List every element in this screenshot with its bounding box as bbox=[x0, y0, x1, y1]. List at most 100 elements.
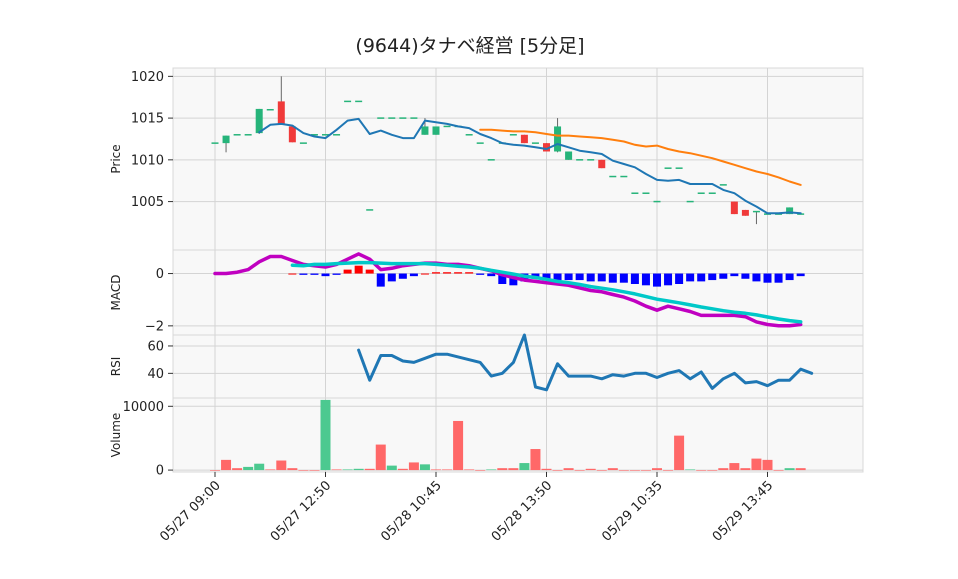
candle-body-23 bbox=[465, 134, 473, 136]
macd-hist-bar-32 bbox=[564, 273, 573, 281]
candle-body-37 bbox=[620, 175, 628, 178]
volume-bar-31 bbox=[552, 470, 563, 471]
volume-bar-11 bbox=[331, 469, 342, 471]
price-axis-label: Price bbox=[109, 144, 123, 173]
sma-short-line bbox=[258, 117, 802, 215]
macd-hist-bar-19 bbox=[420, 273, 429, 275]
candle-body-31 bbox=[554, 126, 562, 152]
volume-bar-5 bbox=[265, 469, 276, 471]
volume-bar-17 bbox=[397, 468, 408, 471]
candle-body-38 bbox=[631, 192, 639, 194]
candle-body-0 bbox=[211, 142, 219, 144]
macd-hist-bar-9 bbox=[310, 273, 319, 275]
macd-hist-bar-10 bbox=[321, 273, 330, 277]
volume-bar-47 bbox=[729, 463, 740, 471]
volume-bar-28 bbox=[519, 463, 530, 471]
candle-body-45 bbox=[708, 192, 716, 194]
macd-hist-bar-17 bbox=[398, 273, 407, 279]
price-ytick-label-1: 1010 bbox=[131, 153, 164, 168]
candle-body-41 bbox=[664, 167, 672, 169]
xtick-label-0: 05/27 09:00 bbox=[157, 478, 224, 545]
volume-bar-36 bbox=[607, 468, 618, 471]
candle-body-8 bbox=[299, 142, 307, 144]
volume-bar-19 bbox=[419, 464, 430, 471]
macd-hist-bar-53 bbox=[796, 273, 805, 277]
sma-long-line bbox=[479, 128, 802, 186]
volume-bar-45 bbox=[707, 470, 718, 471]
macd-hist-bar-20 bbox=[432, 272, 440, 274]
macd-hist-bar-31 bbox=[553, 273, 562, 281]
volume-bar-16 bbox=[386, 465, 397, 471]
candle-body-43 bbox=[686, 200, 694, 203]
macd-hist-bar-35 bbox=[597, 273, 606, 282]
macd-ytick-label-0: −2 bbox=[145, 319, 164, 334]
macd-hist-bar-16 bbox=[387, 273, 396, 282]
macd-hist-bar-39 bbox=[641, 273, 650, 286]
macd-hist-bar-12 bbox=[343, 269, 352, 274]
volume-bar-2 bbox=[232, 468, 243, 471]
volume-bar-41 bbox=[663, 470, 674, 471]
macd-hist-bar-50 bbox=[763, 273, 772, 283]
volume-bar-49 bbox=[751, 458, 762, 471]
macd-ytick-label-1: 0 bbox=[156, 267, 164, 282]
candle-body-28 bbox=[520, 134, 528, 144]
macd-hist-bar-40 bbox=[653, 273, 661, 287]
rsi-panel: 40 60 RSI bbox=[109, 333, 864, 399]
xtick-label-2: 05/28 10:45 bbox=[378, 478, 445, 545]
candle-body-21 bbox=[443, 125, 451, 128]
macd-hist-bar-48 bbox=[741, 273, 750, 279]
volume-bar-38 bbox=[629, 470, 640, 471]
volume-bar-43 bbox=[685, 469, 696, 471]
candle-body-52 bbox=[786, 207, 794, 215]
candle-body-47 bbox=[730, 201, 738, 215]
candle-body-34 bbox=[587, 159, 595, 161]
macd-hist-bar-46 bbox=[719, 273, 728, 279]
volume-bar-7 bbox=[287, 468, 298, 471]
macd-hist-bar-51 bbox=[774, 273, 783, 283]
candle-body-2 bbox=[233, 134, 241, 136]
volume-bar-32 bbox=[563, 468, 574, 471]
macd-hist-bar-18 bbox=[409, 273, 418, 277]
macd-hist-bar-33 bbox=[575, 273, 584, 281]
macd-hist-bar-49 bbox=[752, 273, 761, 282]
candle-body-7 bbox=[288, 126, 296, 143]
candle-body-19 bbox=[421, 126, 429, 135]
volume-bar-15 bbox=[375, 444, 386, 471]
volume-bar-14 bbox=[364, 468, 375, 471]
price-ytick-label-2: 1015 bbox=[131, 112, 164, 127]
macd-hist-bar-42 bbox=[675, 273, 684, 284]
price-panel-background bbox=[172, 67, 864, 251]
candle-body-3 bbox=[244, 134, 252, 136]
macd-panel: −2 0 MACD bbox=[109, 249, 864, 336]
macd-hist-bar-23 bbox=[465, 272, 474, 274]
price-ytick-label-0: 1005 bbox=[131, 195, 164, 210]
xtick-label-4: 05/29 10:35 bbox=[599, 478, 666, 545]
volume-bar-27 bbox=[508, 468, 519, 471]
volume-bar-39 bbox=[640, 470, 651, 471]
macd-axis-label: MACD bbox=[109, 275, 123, 311]
candle-body-33 bbox=[576, 159, 584, 161]
macd-hist-bar-7 bbox=[288, 273, 297, 275]
volume-bar-25 bbox=[486, 469, 497, 471]
candle-body-17 bbox=[399, 117, 407, 119]
volume-bar-53 bbox=[795, 468, 806, 471]
chart-title: (9644)タナベ経営 [5分足] bbox=[355, 35, 584, 57]
volume-bar-6 bbox=[276, 460, 287, 471]
candle-body-44 bbox=[697, 192, 705, 194]
candle-body-32 bbox=[565, 151, 573, 160]
candle-body-13 bbox=[355, 100, 363, 103]
volume-bar-24 bbox=[475, 470, 486, 471]
macd-hist-bar-11 bbox=[332, 273, 341, 275]
macd-hist-bar-47 bbox=[730, 273, 739, 277]
candle-body-49 bbox=[752, 210, 760, 213]
volume-bar-8 bbox=[298, 470, 309, 471]
volume-bar-13 bbox=[353, 468, 364, 471]
volume-bar-18 bbox=[408, 462, 419, 471]
macd-hist-bar-38 bbox=[630, 273, 639, 284]
volume-bar-33 bbox=[574, 470, 585, 471]
candle-body-5 bbox=[266, 108, 274, 111]
candle-body-6 bbox=[277, 101, 285, 125]
macd-panel-background bbox=[172, 249, 864, 336]
volume-bar-46 bbox=[718, 468, 729, 471]
candle-body-27 bbox=[509, 134, 517, 136]
